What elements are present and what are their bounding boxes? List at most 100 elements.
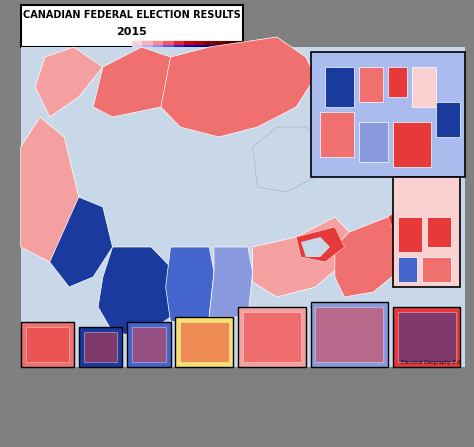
Polygon shape bbox=[161, 37, 316, 137]
Bar bbox=[132, 327, 166, 362]
Polygon shape bbox=[35, 47, 103, 117]
Bar bbox=[427, 217, 451, 247]
Polygon shape bbox=[402, 232, 427, 259]
Bar bbox=[142, 45, 153, 48]
Bar bbox=[184, 55, 195, 59]
Bar bbox=[195, 55, 205, 59]
Bar bbox=[184, 52, 195, 55]
Bar bbox=[163, 52, 174, 55]
Bar bbox=[359, 122, 388, 162]
Bar bbox=[153, 55, 163, 59]
Bar bbox=[132, 48, 142, 52]
Bar bbox=[216, 55, 226, 59]
Bar bbox=[184, 41, 195, 45]
Bar bbox=[226, 55, 237, 59]
Bar bbox=[163, 48, 174, 52]
Bar bbox=[388, 67, 407, 97]
Bar bbox=[205, 41, 216, 45]
Polygon shape bbox=[21, 117, 79, 262]
Bar bbox=[205, 55, 216, 59]
Bar bbox=[325, 67, 354, 107]
Bar bbox=[247, 48, 257, 52]
Bar bbox=[163, 41, 174, 45]
Bar bbox=[132, 45, 142, 48]
Bar bbox=[132, 52, 142, 55]
Bar bbox=[153, 48, 163, 52]
Bar bbox=[132, 55, 142, 59]
Bar bbox=[174, 55, 184, 59]
FancyBboxPatch shape bbox=[21, 5, 243, 47]
Text: 2015: 2015 bbox=[117, 27, 147, 37]
Bar bbox=[436, 102, 460, 137]
Bar bbox=[247, 55, 257, 59]
Bar bbox=[237, 52, 247, 55]
Bar bbox=[175, 317, 233, 367]
Bar bbox=[195, 48, 205, 52]
Polygon shape bbox=[98, 247, 171, 337]
Bar bbox=[226, 48, 237, 52]
Bar bbox=[216, 48, 226, 52]
Bar bbox=[184, 45, 195, 48]
Bar bbox=[205, 52, 216, 55]
Text: Electoral Geography 2.0: Electoral Geography 2.0 bbox=[401, 360, 460, 365]
Polygon shape bbox=[301, 237, 330, 257]
Bar bbox=[216, 45, 226, 48]
Bar bbox=[83, 332, 118, 362]
Bar bbox=[174, 48, 184, 52]
Bar bbox=[205, 48, 216, 52]
Bar bbox=[226, 52, 237, 55]
Bar bbox=[153, 52, 163, 55]
Polygon shape bbox=[93, 47, 180, 117]
Bar bbox=[237, 41, 247, 45]
Bar bbox=[393, 177, 460, 287]
Bar bbox=[310, 52, 465, 177]
Bar bbox=[320, 112, 354, 157]
Bar bbox=[247, 52, 257, 55]
Bar bbox=[163, 55, 174, 59]
Bar bbox=[163, 45, 174, 48]
FancyBboxPatch shape bbox=[132, 41, 257, 59]
Bar bbox=[195, 45, 205, 48]
Bar bbox=[247, 41, 257, 45]
Bar bbox=[132, 41, 142, 45]
Polygon shape bbox=[417, 197, 446, 232]
Bar bbox=[142, 41, 153, 45]
Bar bbox=[26, 327, 69, 362]
Bar bbox=[216, 41, 226, 45]
Bar bbox=[174, 45, 184, 48]
Bar bbox=[398, 257, 417, 282]
Text: CANADIAN FEDERAL ELECTION RESULTS: CANADIAN FEDERAL ELECTION RESULTS bbox=[23, 10, 241, 20]
Polygon shape bbox=[166, 247, 214, 322]
Polygon shape bbox=[253, 217, 349, 297]
Bar bbox=[127, 322, 171, 367]
Bar bbox=[174, 41, 184, 45]
Bar bbox=[412, 67, 436, 107]
Polygon shape bbox=[253, 127, 325, 192]
Bar bbox=[142, 52, 153, 55]
Bar bbox=[153, 41, 163, 45]
Bar bbox=[153, 45, 163, 48]
Bar bbox=[174, 52, 184, 55]
Bar bbox=[238, 307, 306, 367]
Bar bbox=[79, 327, 122, 367]
Bar bbox=[21, 322, 74, 367]
Polygon shape bbox=[388, 207, 417, 242]
Bar bbox=[247, 45, 257, 48]
Bar bbox=[226, 45, 237, 48]
Bar bbox=[195, 52, 205, 55]
Bar bbox=[205, 45, 216, 48]
Polygon shape bbox=[335, 217, 402, 297]
Bar bbox=[184, 48, 195, 52]
Bar bbox=[393, 307, 460, 367]
Polygon shape bbox=[296, 227, 345, 262]
Bar bbox=[316, 307, 383, 362]
Bar bbox=[237, 48, 247, 52]
Polygon shape bbox=[417, 242, 436, 262]
Bar bbox=[359, 67, 383, 102]
Bar bbox=[226, 41, 237, 45]
Bar bbox=[21, 47, 465, 367]
Bar bbox=[398, 217, 422, 252]
Bar bbox=[310, 302, 388, 367]
Bar bbox=[398, 312, 456, 362]
Bar bbox=[237, 45, 247, 48]
